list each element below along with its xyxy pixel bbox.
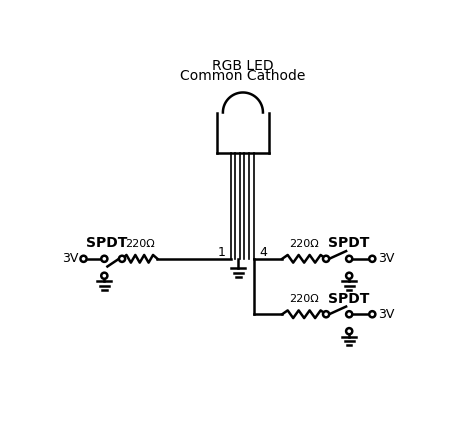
Circle shape [346, 273, 352, 279]
Text: SPDT: SPDT [328, 292, 370, 306]
Circle shape [369, 256, 375, 262]
Circle shape [81, 256, 87, 262]
Text: SPDT: SPDT [86, 236, 128, 250]
Text: 4: 4 [259, 246, 267, 259]
Text: 3V: 3V [63, 252, 79, 265]
Text: 220Ω: 220Ω [289, 294, 319, 304]
Circle shape [346, 256, 352, 262]
Text: 3V: 3V [378, 252, 394, 265]
Circle shape [369, 311, 375, 317]
Text: 3V: 3V [378, 308, 394, 321]
Text: 220Ω: 220Ω [125, 239, 155, 249]
Circle shape [346, 328, 352, 334]
Text: SPDT: SPDT [328, 236, 370, 250]
Text: RGB LED: RGB LED [212, 59, 274, 73]
Circle shape [101, 273, 108, 279]
Text: Common Cathode: Common Cathode [180, 69, 306, 83]
Circle shape [346, 311, 352, 317]
Circle shape [323, 311, 329, 317]
Circle shape [323, 256, 329, 262]
Text: 1: 1 [218, 246, 225, 259]
Text: 220Ω: 220Ω [289, 239, 319, 249]
Circle shape [119, 256, 125, 262]
Circle shape [101, 256, 108, 262]
